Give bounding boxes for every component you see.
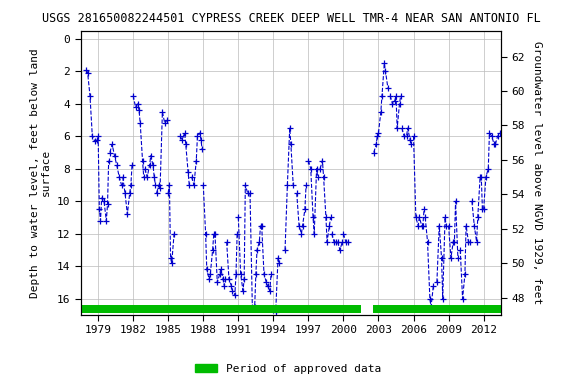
- Y-axis label: Groundwater level above NGVD 1929, feet: Groundwater level above NGVD 1929, feet: [532, 41, 541, 305]
- Legend: Period of approved data: Period of approved data: [191, 359, 385, 379]
- Bar: [373, 305, 501, 313]
- Bar: [81, 305, 361, 313]
- Title: USGS 281650082244501 CYPRESS CREEK DEEP WELL TMR-4 NEAR SAN ANTONIO FL: USGS 281650082244501 CYPRESS CREEK DEEP …: [41, 12, 540, 25]
- Y-axis label: Depth to water level, feet below land
surface: Depth to water level, feet below land su…: [29, 48, 51, 298]
